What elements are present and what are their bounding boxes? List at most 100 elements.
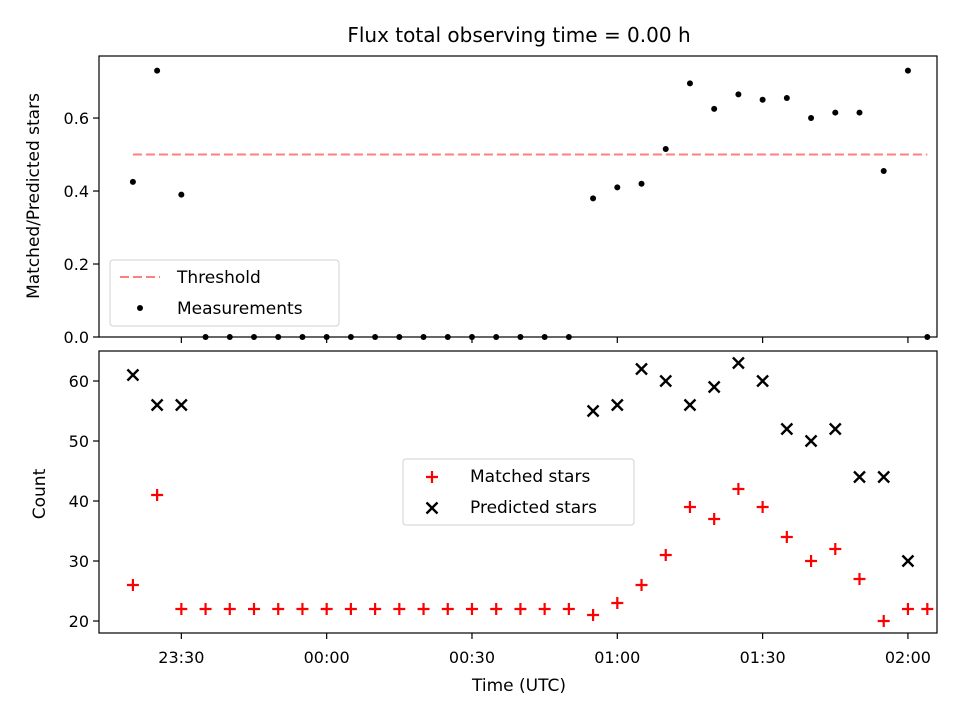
- matched-star-point: [223, 603, 236, 615]
- measurement-point: [275, 334, 282, 340]
- measurement-point: [904, 67, 911, 74]
- matched-star-point: [441, 603, 454, 615]
- measurement-point: [614, 184, 621, 191]
- matched-star-point: [320, 603, 333, 615]
- predicted-star-point: [150, 398, 164, 412]
- legend: Matched stars Predicted stars: [402, 458, 635, 526]
- measurement-point: [154, 67, 161, 74]
- matched-star-point: [877, 615, 890, 627]
- matched-star-point: [417, 603, 430, 615]
- legend-threshold-label: Threshold: [176, 268, 261, 288]
- measurement-point: [783, 94, 790, 101]
- matched-star-point: [393, 603, 406, 615]
- measurement-point: [924, 334, 931, 340]
- x-axis-title: Time (UTC): [471, 676, 566, 696]
- measurement-point: [759, 96, 766, 103]
- bottom-y-axis-title: Count: [30, 468, 50, 519]
- measurement-point: [202, 334, 209, 340]
- measurement-point: [299, 334, 306, 340]
- matched-star-point: [659, 549, 672, 561]
- measurement-point: [590, 195, 597, 202]
- legend: Threshold Measurements: [109, 259, 340, 327]
- measurement-point: [541, 334, 548, 340]
- top-y-axis-title: Matched/Predicted stars: [24, 93, 44, 299]
- matched-star-point: [587, 609, 600, 621]
- predicted-star-point: [804, 434, 818, 448]
- y-tick-label: 30: [69, 552, 89, 571]
- x-tick-label: 00:30: [449, 648, 495, 667]
- measurement-point: [662, 146, 669, 153]
- predicted-star-point: [659, 374, 673, 388]
- measurement-point: [711, 105, 718, 112]
- legend-predicted-swatch: [425, 501, 439, 515]
- matched-star-point: [175, 603, 188, 615]
- matched-star-point: [296, 603, 309, 615]
- y-tick-label: 60: [69, 372, 89, 391]
- matched-star-point: [780, 531, 793, 543]
- predicted-star-point: [586, 404, 600, 418]
- matched-star-point: [853, 573, 866, 585]
- matched-star-point: [248, 603, 261, 615]
- predicted-star-point: [853, 470, 866, 484]
- y-tick-label: 20: [69, 612, 89, 631]
- matched-star-point: [126, 579, 139, 591]
- measurement-point: [420, 334, 427, 340]
- matched-star-point: [829, 543, 842, 555]
- matched-star-point: [538, 603, 551, 615]
- matched-star-point: [272, 603, 285, 615]
- measurement-point: [517, 334, 524, 340]
- measurement-point: [129, 178, 136, 185]
- predicted-star-point: [683, 398, 697, 412]
- measurement-point: [323, 334, 330, 340]
- matched-star-point: [465, 603, 478, 615]
- predicted-star-point: [707, 380, 721, 394]
- matched-star-point: [756, 501, 769, 513]
- predicted-star-point: [126, 368, 140, 382]
- measurement-point: [226, 334, 233, 340]
- x-tick-label: 23:30: [158, 648, 204, 667]
- matched-star-point: [901, 603, 914, 615]
- measurement-point: [372, 334, 379, 340]
- x-tick-label: 02:00: [885, 648, 931, 667]
- predicted-star-point: [756, 374, 769, 388]
- measurement-point: [468, 334, 475, 340]
- measurement-point: [251, 334, 258, 340]
- measurement-point: [396, 334, 403, 340]
- measurement-point: [735, 91, 742, 98]
- y-tick-label: 40: [69, 492, 89, 511]
- x-tick-label: 01:00: [594, 648, 640, 667]
- matched-star-point: [611, 597, 624, 609]
- matched-star-point: [344, 603, 357, 615]
- matched-star-point: [514, 603, 527, 615]
- predicted-star-point: [174, 398, 188, 412]
- x-tick-label: 00:00: [304, 648, 350, 667]
- y-tick-label: 0.2: [64, 255, 89, 274]
- matched-star-point: [562, 603, 575, 615]
- x-tick-label: 01:30: [740, 648, 786, 667]
- legend-matched-label: Matched stars: [470, 467, 590, 487]
- matched-star-point: [732, 483, 745, 495]
- predicted-star-point: [828, 422, 842, 436]
- bottom-plot: 20 30 40 50 60 23:30 00:00 00:30 01:00 01:30 02:00…: [69, 350, 938, 667]
- matched-star-point: [490, 603, 503, 615]
- plot-frame: [98, 350, 938, 634]
- measurement-point: [880, 167, 887, 174]
- y-tick-label: 0.0: [64, 328, 89, 347]
- matched-star-point: [708, 513, 721, 525]
- measurement-point: [565, 334, 572, 340]
- predicted-star-point: [635, 362, 648, 376]
- predicted-star-point: [877, 470, 891, 484]
- matched-star-point: [369, 603, 382, 615]
- measurement-point: [808, 115, 815, 122]
- matched-star-point: [683, 501, 696, 513]
- measurement-point: [347, 334, 354, 340]
- matched-star-point: [151, 489, 164, 501]
- matched-star-point: [805, 555, 818, 567]
- measurement-point: [686, 80, 693, 87]
- measurement-point: [856, 109, 863, 116]
- y-tick-label: 50: [69, 432, 89, 451]
- predicted-star-point: [732, 356, 745, 370]
- top-plot: 0.0 0.2 0.4 0.6 Threshold Measurements: [64, 55, 938, 347]
